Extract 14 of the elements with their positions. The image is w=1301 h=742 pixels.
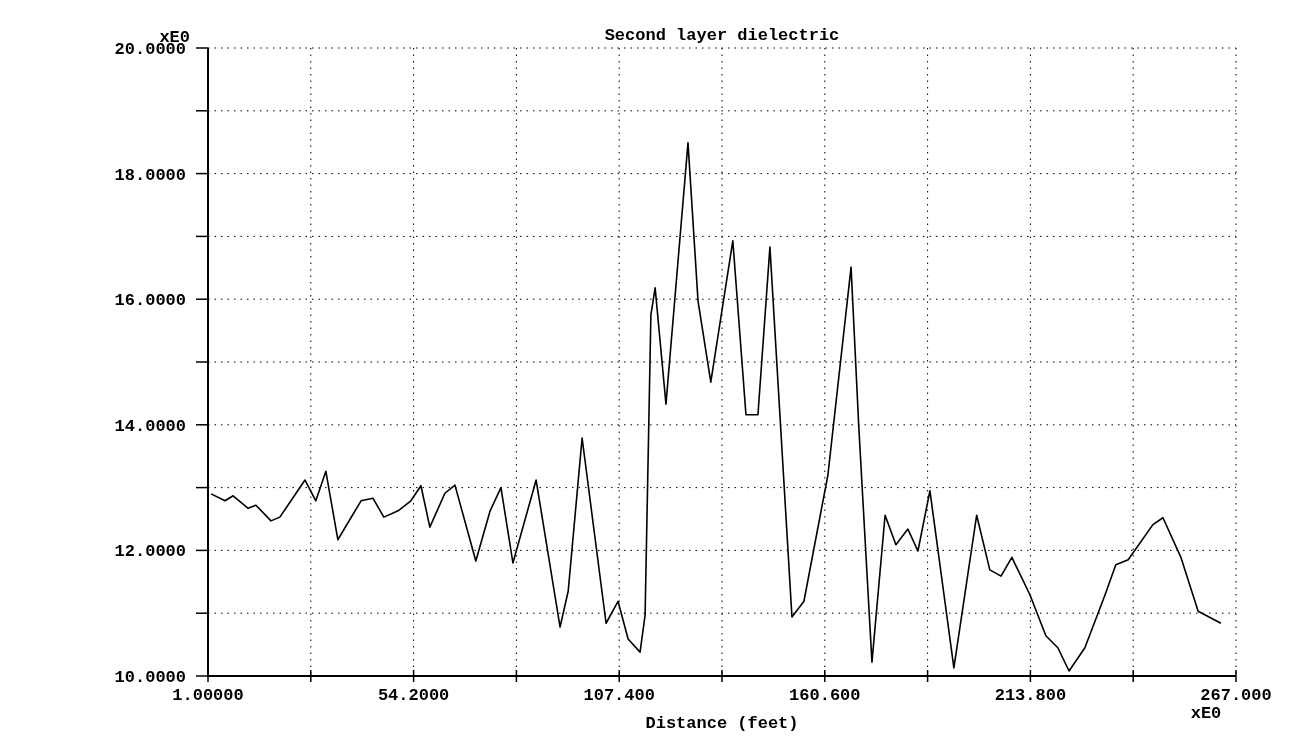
y-tick-label: 16.0000 <box>114 291 186 311</box>
x-tick-label: 107.400 <box>583 686 655 705</box>
y-tick-label: 14.0000 <box>114 416 186 436</box>
x-tick-label: 160.600 <box>789 686 861 705</box>
y-tick-label: 10.0000 <box>114 668 186 687</box>
y-tick-label: 18.0000 <box>114 165 186 185</box>
x-tick-label: 267.000 <box>1200 686 1272 705</box>
chart-title: Second layer dielectric <box>604 26 840 45</box>
x-axis-title: Distance (feet) <box>645 714 799 733</box>
x-tick-label: 213.800 <box>994 686 1067 705</box>
x-tick-label: 54.2000 <box>377 686 450 705</box>
x-tick-label: 1.00000 <box>172 686 244 705</box>
text: xE0 <box>1190 704 1222 723</box>
y-tick-label: 12.0000 <box>114 542 186 562</box>
